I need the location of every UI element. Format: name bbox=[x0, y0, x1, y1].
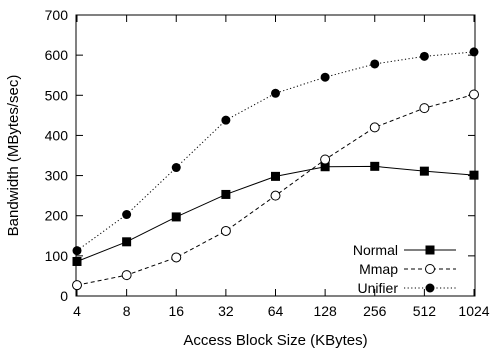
legend-entry-unifier: Unifier bbox=[358, 280, 456, 296]
legend-marker bbox=[425, 245, 435, 255]
y-tick-label: 500 bbox=[45, 87, 69, 103]
series-mmap bbox=[72, 89, 479, 291]
legend-label: Normal bbox=[353, 242, 398, 258]
series-line-mmap bbox=[76, 94, 475, 286]
data-point-mmap bbox=[320, 154, 331, 165]
data-point-unifier bbox=[419, 51, 429, 61]
data-point-mmap bbox=[171, 252, 182, 263]
legend-label: Unifier bbox=[358, 280, 399, 296]
legend-entry-mmap: Mmap bbox=[359, 261, 456, 277]
y-tick-label: 400 bbox=[45, 127, 69, 143]
data-point-normal bbox=[419, 166, 429, 176]
x-axis-label: Access Block Size (KBytes) bbox=[183, 332, 367, 349]
legend-marker bbox=[425, 283, 435, 293]
data-point-mmap bbox=[220, 225, 231, 236]
y-tick-label: 300 bbox=[45, 168, 69, 184]
data-point-mmap bbox=[270, 190, 281, 201]
data-point-mmap bbox=[469, 89, 479, 100]
data-point-mmap bbox=[369, 122, 380, 133]
data-point-unifier bbox=[221, 115, 231, 125]
legend-marker bbox=[425, 264, 435, 274]
x-tick-label: 16 bbox=[168, 303, 184, 319]
data-point-unifier bbox=[171, 163, 181, 173]
y-tick-label: 100 bbox=[45, 248, 69, 264]
axes: 0 100 200 300 400 500 600 700 4 8 16 32 64 128 256 512 1… bbox=[45, 7, 490, 319]
series-unifier bbox=[72, 47, 479, 256]
x-tick-label: 512 bbox=[413, 303, 437, 319]
data-point-normal bbox=[221, 189, 231, 199]
legend-label: Mmap bbox=[359, 261, 398, 277]
series-line-unifier bbox=[76, 51, 475, 252]
data-point-unifier bbox=[469, 47, 479, 57]
legend-entry-normal: Normal bbox=[353, 242, 456, 258]
data-point-normal bbox=[469, 170, 479, 180]
x-tick-label: 4 bbox=[73, 303, 81, 319]
data-point-unifier bbox=[72, 246, 82, 256]
data-point-unifier bbox=[122, 210, 132, 220]
y-tick-label: 0 bbox=[60, 288, 68, 304]
series-layer bbox=[72, 47, 479, 291]
x-tick-label: 64 bbox=[268, 303, 284, 319]
data-point-unifier bbox=[271, 88, 280, 98]
data-point-unifier bbox=[370, 59, 380, 69]
data-point-mmap bbox=[121, 270, 132, 281]
x-tick-label: 128 bbox=[313, 303, 337, 319]
x-tick-label: 32 bbox=[218, 303, 234, 319]
data-point-mmap bbox=[419, 103, 430, 114]
data-point-mmap bbox=[72, 280, 82, 291]
series-normal bbox=[72, 161, 479, 266]
y-tick-label: 600 bbox=[45, 47, 69, 63]
plot-frame bbox=[75, 14, 476, 297]
data-point-normal bbox=[370, 161, 380, 171]
data-point-normal bbox=[271, 171, 280, 181]
x-tick-label: 256 bbox=[363, 303, 387, 319]
x-tick-label: 1024 bbox=[458, 303, 489, 319]
y-tick-label: 700 bbox=[45, 7, 69, 23]
y-axis-label: Bandwidth (MBytes/sec) bbox=[5, 75, 22, 237]
legend: Normal Mmap Unifier bbox=[353, 242, 456, 296]
x-tick-label: 8 bbox=[123, 303, 131, 319]
data-point-normal bbox=[122, 237, 132, 247]
data-point-normal bbox=[320, 162, 330, 172]
data-point-normal bbox=[171, 212, 181, 222]
data-point-unifier bbox=[320, 72, 330, 82]
data-point-normal bbox=[72, 256, 82, 266]
y-tick-label: 200 bbox=[45, 208, 69, 224]
